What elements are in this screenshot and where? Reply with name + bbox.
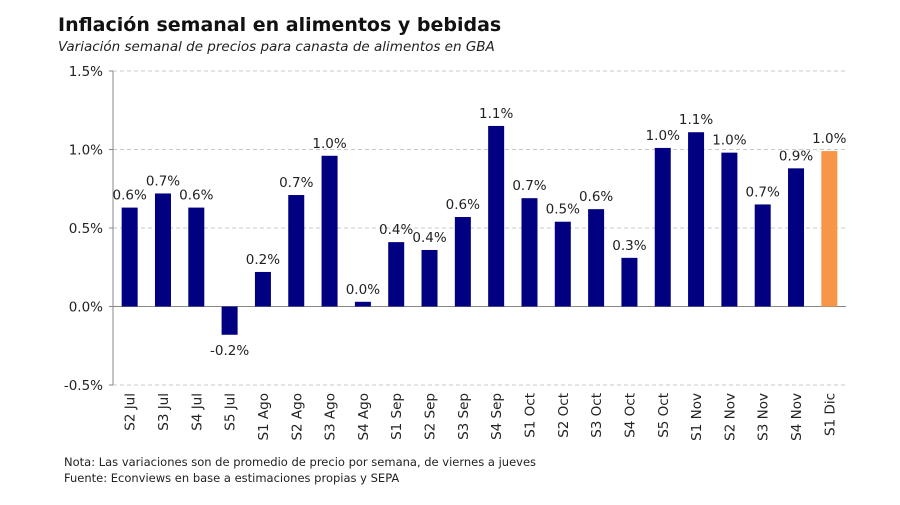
x-tick-label: S2 Ago xyxy=(289,393,305,441)
x-tick-label: S2 Nov xyxy=(722,393,738,441)
x-tick-label: S3 Jul xyxy=(156,393,172,431)
x-tick-label: S2 Sep xyxy=(423,393,439,440)
x-tick-label: S4 Oct xyxy=(622,393,638,438)
x-tick-label: S1 Oct xyxy=(522,393,538,438)
x-tick-label: S2 Jul xyxy=(123,393,139,431)
y-tick-label: 0.5% xyxy=(69,221,103,237)
data-label: -0.2% xyxy=(210,343,249,359)
data-label: 0.5% xyxy=(546,202,580,218)
x-tick-label: S5 Jul xyxy=(223,393,239,431)
x-tick-label: S3 Ago xyxy=(323,393,339,441)
bar xyxy=(388,242,405,307)
bar xyxy=(254,271,271,307)
bar xyxy=(188,207,205,307)
chart-subtitle: Variación semanal de precios para canast… xyxy=(58,39,495,55)
note-text: Nota: Las variaciones son de promedio de… xyxy=(64,455,537,469)
data-label: 0.6% xyxy=(179,188,213,204)
bar xyxy=(321,155,338,307)
bar xyxy=(821,151,838,307)
bar xyxy=(121,207,138,307)
bar-chart: -0.5% 0.0% 0.5% 1.0% 1.5% 0.6% S2 Jul 0.7% S3 Ju… xyxy=(64,64,847,441)
bar xyxy=(688,132,705,307)
data-label: 0.6% xyxy=(446,197,480,213)
x-tick-label: S2 Oct xyxy=(556,393,572,438)
bar xyxy=(454,217,471,307)
data-label: 1.0% xyxy=(312,136,346,152)
x-tick-label: S1 Sep xyxy=(389,393,405,440)
source-text: Fuente: Econviews en base a estimaciones… xyxy=(64,471,400,485)
x-tick-label: S4 Nov xyxy=(789,393,805,441)
data-label: 0.7% xyxy=(746,184,780,200)
data-label: 1.0% xyxy=(712,133,746,149)
x-tick-label: S1 Nov xyxy=(689,393,705,441)
data-label: 0.9% xyxy=(779,148,813,164)
bar xyxy=(521,198,538,307)
x-tick-label: S3 Sep xyxy=(456,393,472,440)
x-tick-label: S5 Oct xyxy=(656,393,672,438)
data-label: 0.7% xyxy=(512,178,546,194)
y-tick-label: 1.0% xyxy=(69,143,103,159)
x-tick-label: S4 Jul xyxy=(189,393,205,431)
bar xyxy=(221,306,238,335)
data-label: 1.1% xyxy=(479,106,513,122)
x-tick-label: S1 Ago xyxy=(256,393,272,441)
x-tick-label: S4 Ago xyxy=(356,393,372,441)
data-label: 0.3% xyxy=(612,238,646,254)
data-label: 0.4% xyxy=(412,230,446,246)
bar xyxy=(554,221,571,307)
data-label: 1.1% xyxy=(679,112,713,128)
data-label: 0.6% xyxy=(579,189,613,205)
bar xyxy=(788,168,805,307)
x-tick-label: S4 Sep xyxy=(489,393,505,440)
bar xyxy=(154,193,171,307)
bar xyxy=(288,195,305,307)
data-label: 0.7% xyxy=(146,173,180,189)
bar xyxy=(354,301,371,307)
y-tick-label: 1.5% xyxy=(69,64,103,80)
y-tick-label: -0.5% xyxy=(64,378,103,394)
bar xyxy=(621,257,638,307)
chart-title: Inflación semanal en alimentos y bebidas xyxy=(58,14,502,36)
x-tick-label: S3 Nov xyxy=(756,393,772,441)
data-label: 0.7% xyxy=(279,175,313,191)
x-tick-label: S1 Dic xyxy=(822,393,838,436)
data-label: 0.4% xyxy=(379,222,413,238)
data-label: 1.0% xyxy=(812,131,846,147)
bar xyxy=(588,209,605,307)
bar xyxy=(721,152,738,307)
x-tick-label: S3 Oct xyxy=(589,393,605,438)
y-tick-label: 0.0% xyxy=(69,300,103,316)
bar xyxy=(754,204,771,307)
bar xyxy=(421,249,438,307)
bar xyxy=(654,147,671,307)
bar xyxy=(488,125,505,307)
data-label: 0.2% xyxy=(246,252,280,268)
data-label: 1.0% xyxy=(646,128,680,144)
data-label: 0.6% xyxy=(113,188,147,204)
data-label: 0.0% xyxy=(346,282,380,298)
